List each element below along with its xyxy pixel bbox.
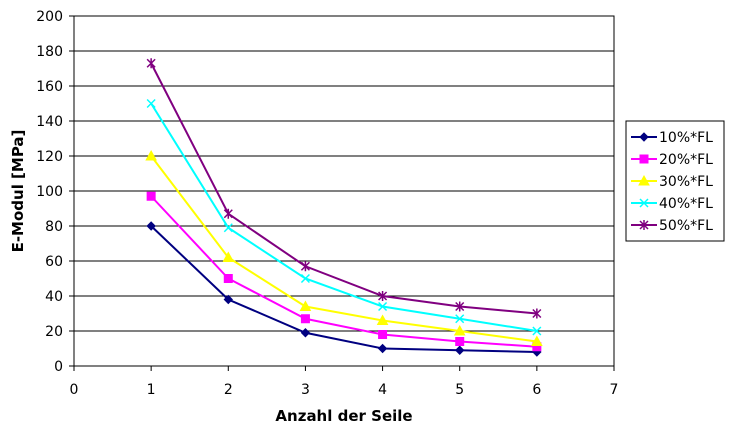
x-axis: 0 1 2 3 4 5 6 7 bbox=[70, 366, 619, 398]
x-tick-label: 0 bbox=[70, 382, 79, 398]
legend-label: 30%*FL bbox=[659, 174, 713, 190]
data-point bbox=[455, 301, 465, 312]
gridlines bbox=[74, 15, 614, 332]
data-point bbox=[223, 223, 233, 233]
x-tick-label: 7 bbox=[610, 382, 619, 398]
data-point bbox=[531, 335, 543, 346]
series-line bbox=[150, 195, 537, 348]
x-tick-label: 5 bbox=[455, 382, 464, 398]
legend-item: 20%*FL bbox=[631, 152, 713, 168]
series-layer bbox=[145, 58, 543, 357]
data-point bbox=[532, 326, 542, 336]
series-10%*FL bbox=[146, 221, 542, 357]
y-tick-label: 140 bbox=[36, 114, 63, 130]
x-tick-label: 3 bbox=[301, 382, 310, 398]
series-20%*FL bbox=[146, 191, 542, 352]
data-point bbox=[299, 300, 312, 311]
legend-item: 30%*FL bbox=[631, 174, 713, 190]
data-point bbox=[378, 330, 388, 339]
x-tick-label: 1 bbox=[147, 382, 156, 398]
legend-item: 50%*FL bbox=[631, 218, 713, 234]
data-point bbox=[378, 291, 388, 301]
data-point bbox=[145, 149, 157, 161]
data-point bbox=[146, 58, 156, 69]
y-tick-label: 80 bbox=[45, 219, 63, 235]
data-point bbox=[377, 343, 388, 354]
legend-item: 40%*FL bbox=[631, 196, 713, 212]
legend: 10%*FL 20%*FL 30%*FL 40%*FL 50%*FL bbox=[625, 120, 725, 242]
series-line bbox=[150, 225, 537, 353]
data-point bbox=[639, 154, 649, 164]
data-point bbox=[455, 337, 465, 346]
y-tick-label: 160 bbox=[36, 79, 63, 95]
data-point bbox=[639, 132, 649, 142]
y-tick-label: 200 bbox=[36, 9, 63, 25]
y-tick-label: 60 bbox=[45, 254, 63, 270]
data-point bbox=[376, 314, 389, 325]
data-point bbox=[223, 294, 233, 305]
legend-label: 10%*FL bbox=[659, 130, 713, 146]
data-point bbox=[146, 191, 156, 201]
y-tick-label: 0 bbox=[54, 359, 63, 375]
series-40%*FL bbox=[146, 98, 542, 336]
x-tick-label: 6 bbox=[532, 382, 541, 398]
y-axis-title: E-Modul [MPa] bbox=[9, 130, 27, 253]
series-line bbox=[150, 62, 537, 315]
x-tick-label: 4 bbox=[378, 382, 387, 398]
data-point bbox=[638, 174, 650, 186]
series-30%*FL bbox=[145, 149, 543, 346]
y-axis: 0 20 40 60 80 100 120 140 160 180 200 bbox=[36, 9, 74, 375]
data-point bbox=[300, 328, 311, 338]
data-point bbox=[455, 345, 465, 355]
y-tick-label: 120 bbox=[36, 149, 63, 165]
series-50%*FL bbox=[146, 58, 542, 319]
data-point bbox=[223, 274, 233, 283]
data-point bbox=[639, 198, 649, 208]
x-axis-title: Anzahl der Seile bbox=[275, 407, 412, 425]
data-point bbox=[146, 98, 156, 109]
data-point bbox=[300, 273, 310, 284]
series-line bbox=[150, 155, 537, 343]
y-tick-label: 180 bbox=[36, 44, 63, 60]
data-point bbox=[300, 261, 310, 272]
data-point bbox=[455, 314, 465, 324]
x-tick-label: 2 bbox=[224, 382, 233, 398]
legend-label: 50%*FL bbox=[659, 218, 713, 234]
y-tick-label: 100 bbox=[36, 184, 63, 200]
legend-label: 40%*FL bbox=[659, 196, 713, 212]
data-point bbox=[532, 308, 542, 319]
data-point bbox=[378, 301, 388, 312]
data-point bbox=[453, 324, 466, 336]
data-point bbox=[639, 220, 649, 230]
data-point bbox=[300, 314, 310, 324]
y-tick-label: 40 bbox=[45, 289, 63, 305]
data-point bbox=[223, 208, 233, 219]
data-point bbox=[146, 221, 156, 231]
series-line bbox=[150, 102, 538, 332]
legend-item: 10%*FL bbox=[631, 130, 713, 146]
y-tick-label: 20 bbox=[45, 324, 63, 340]
legend-label: 20%*FL bbox=[659, 152, 713, 168]
data-point bbox=[222, 251, 235, 262]
